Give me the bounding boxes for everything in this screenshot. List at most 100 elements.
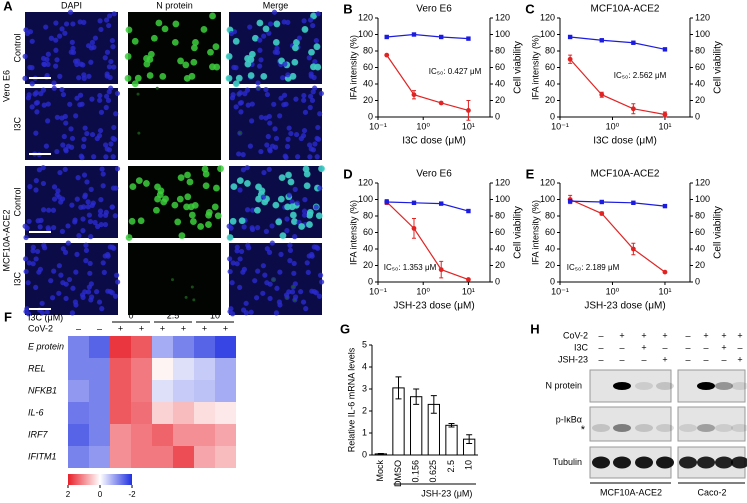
nucleus xyxy=(92,219,98,226)
nucleus xyxy=(237,187,243,193)
heat-cell xyxy=(215,446,236,468)
infected-cell xyxy=(135,177,143,185)
nucleus xyxy=(33,130,39,136)
y-tick-label: 20 xyxy=(545,95,555,105)
nucleus xyxy=(23,268,29,275)
chart-title: MCF10A-ACE2 xyxy=(591,169,660,180)
nucleus xyxy=(303,306,309,312)
condition-sign: + xyxy=(662,330,667,340)
nucleus xyxy=(307,93,314,99)
infected-cell xyxy=(150,34,158,42)
marker xyxy=(438,100,444,106)
marker xyxy=(599,38,604,43)
blot xyxy=(589,406,672,442)
y-tick-label: 0 xyxy=(362,449,367,459)
marker xyxy=(599,211,605,216)
nucleus xyxy=(243,300,249,306)
heat-cell xyxy=(215,380,236,402)
nucleus xyxy=(106,89,112,95)
marker xyxy=(384,52,390,58)
infected-cell xyxy=(248,50,256,58)
group-label: MCF10A-ACE2 xyxy=(1,209,11,271)
y-tick-label: 100 xyxy=(540,29,555,39)
nucleus xyxy=(261,169,267,176)
column-header: DAPI xyxy=(61,0,82,10)
heat-cell xyxy=(215,336,236,358)
nucleus xyxy=(45,101,51,107)
nucleus xyxy=(58,272,64,278)
band xyxy=(715,456,733,469)
nucleus xyxy=(90,200,96,206)
nucleus xyxy=(85,199,91,205)
nucleus xyxy=(40,180,47,187)
nucleus xyxy=(79,101,85,107)
heat-cell xyxy=(68,446,89,468)
y-axis-label: IFA intensity (%) xyxy=(530,35,540,100)
nucleus xyxy=(97,97,103,103)
y2-tick-label: 120 xyxy=(495,177,510,187)
infected-cell xyxy=(134,74,142,82)
heat-cell xyxy=(152,358,173,380)
y2-tick-label: 0 xyxy=(495,111,500,121)
nucleus xyxy=(292,234,298,240)
heat-cell xyxy=(215,424,236,446)
nucleus xyxy=(85,204,91,210)
infected-cell xyxy=(190,58,198,66)
nucleus xyxy=(87,270,93,276)
band xyxy=(731,456,747,469)
y-tick-label: 0 xyxy=(368,276,373,286)
band xyxy=(697,456,715,469)
nucleus xyxy=(114,90,121,97)
x-tick-label: 10 xyxy=(464,460,474,470)
heat-cell xyxy=(131,402,152,424)
chart-title: MCF10A-ACE2 xyxy=(591,4,660,15)
nucleus xyxy=(56,263,62,269)
heat-cell xyxy=(152,380,173,402)
heat-cell xyxy=(173,358,194,380)
nucleus xyxy=(51,85,57,91)
marker xyxy=(439,34,444,40)
nucleus xyxy=(111,124,117,131)
nucleus xyxy=(109,290,115,296)
nucleus xyxy=(79,154,85,161)
condition-sign: + xyxy=(641,330,646,340)
infected-cell xyxy=(205,211,213,219)
nucleus xyxy=(233,65,239,71)
band xyxy=(635,456,653,469)
nucleus xyxy=(301,97,307,103)
nucleus xyxy=(26,92,32,98)
band xyxy=(697,424,715,432)
nucleus xyxy=(301,18,307,24)
nucleus xyxy=(318,272,324,278)
nucleus xyxy=(77,19,83,25)
nucleus xyxy=(26,218,32,224)
y2-tick-label: 60 xyxy=(495,227,505,237)
nucleus xyxy=(69,39,75,45)
nucleus xyxy=(48,35,54,41)
y-tick-label: 40 xyxy=(363,78,373,88)
y2-tick-label: 40 xyxy=(495,243,505,253)
band-marker: * xyxy=(581,424,586,436)
nucleus xyxy=(244,207,251,213)
y2-tick-label: 80 xyxy=(695,45,705,55)
y-tick-label: 20 xyxy=(545,260,555,270)
nucleus xyxy=(237,90,243,96)
nucleus xyxy=(273,310,280,316)
nucleus xyxy=(65,240,71,246)
infected-cell xyxy=(174,218,182,226)
panel-letter: E xyxy=(526,166,535,181)
nucleus xyxy=(261,33,267,39)
nucleus xyxy=(238,248,245,255)
marker xyxy=(466,36,471,41)
cov2-sign: + xyxy=(223,323,228,333)
marker xyxy=(411,225,417,231)
error-bar xyxy=(413,388,420,405)
nucleus xyxy=(96,299,103,305)
dose-group: 0 xyxy=(128,310,133,320)
y2-tick-label: 120 xyxy=(695,12,710,22)
infected-cell xyxy=(159,72,167,80)
infected-cell xyxy=(162,195,169,203)
heat-cell xyxy=(194,424,215,446)
row-label: E protein xyxy=(28,341,64,351)
nucleus xyxy=(44,72,50,79)
